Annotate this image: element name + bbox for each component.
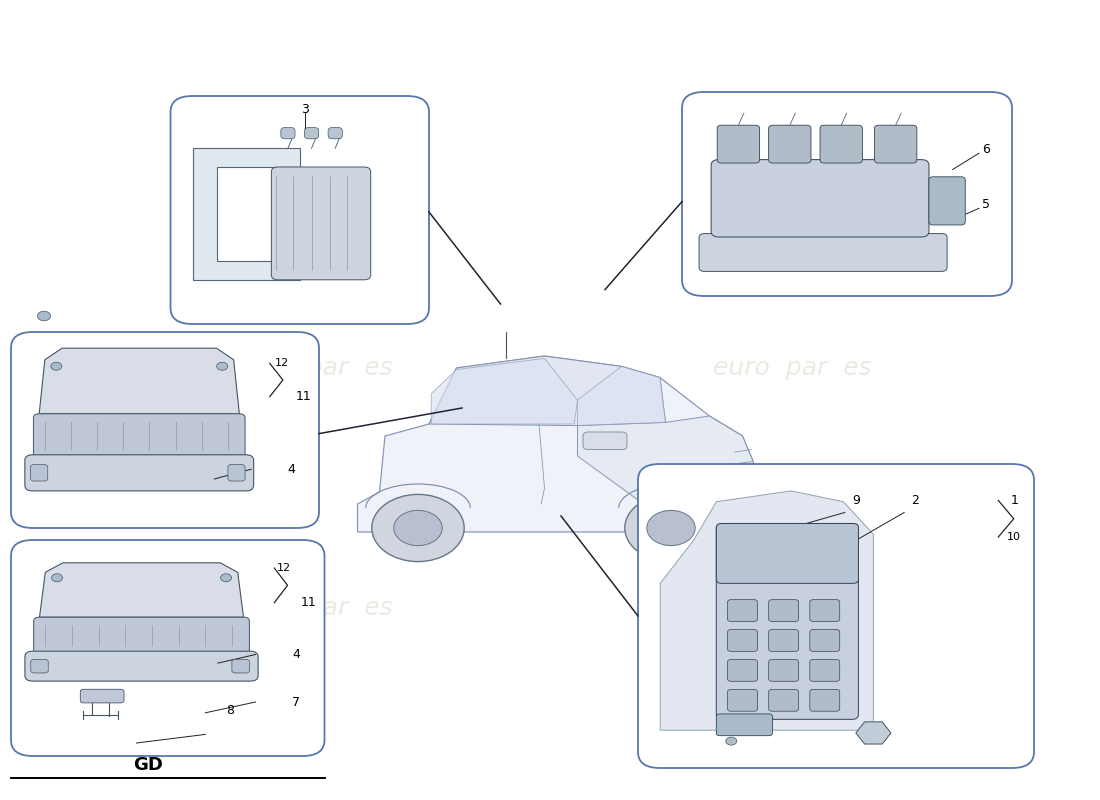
FancyBboxPatch shape xyxy=(716,523,858,583)
FancyBboxPatch shape xyxy=(700,234,947,271)
Text: 12: 12 xyxy=(277,563,290,573)
FancyBboxPatch shape xyxy=(769,630,799,651)
FancyBboxPatch shape xyxy=(682,92,1012,296)
Text: euro  par  es: euro par es xyxy=(713,596,871,620)
FancyBboxPatch shape xyxy=(80,690,124,703)
FancyBboxPatch shape xyxy=(31,659,48,673)
FancyBboxPatch shape xyxy=(717,125,759,163)
Polygon shape xyxy=(429,356,666,426)
FancyBboxPatch shape xyxy=(34,618,250,654)
FancyBboxPatch shape xyxy=(232,659,250,673)
Text: 12: 12 xyxy=(275,358,289,368)
Circle shape xyxy=(625,494,717,562)
Text: 5: 5 xyxy=(981,198,990,210)
FancyBboxPatch shape xyxy=(727,600,758,622)
FancyBboxPatch shape xyxy=(33,414,245,458)
FancyBboxPatch shape xyxy=(272,167,371,280)
FancyBboxPatch shape xyxy=(638,464,1034,768)
Text: 8: 8 xyxy=(227,704,234,717)
FancyBboxPatch shape xyxy=(170,96,429,324)
Text: GD: GD xyxy=(133,755,164,774)
Circle shape xyxy=(37,311,51,321)
Text: 4: 4 xyxy=(287,462,295,476)
Text: euro  par  es: euro par es xyxy=(234,356,393,380)
FancyBboxPatch shape xyxy=(11,540,324,756)
Circle shape xyxy=(52,574,63,582)
Text: euro  par  es: euro par es xyxy=(234,596,393,620)
FancyBboxPatch shape xyxy=(820,125,862,163)
Text: 10: 10 xyxy=(1008,532,1021,542)
Circle shape xyxy=(51,362,62,370)
Text: 4: 4 xyxy=(293,648,300,661)
Text: 3: 3 xyxy=(301,103,309,116)
FancyBboxPatch shape xyxy=(769,659,799,682)
Polygon shape xyxy=(194,148,299,280)
Text: 1: 1 xyxy=(1010,494,1019,507)
FancyBboxPatch shape xyxy=(769,125,811,163)
Polygon shape xyxy=(578,416,754,508)
FancyBboxPatch shape xyxy=(228,465,245,481)
FancyBboxPatch shape xyxy=(874,125,916,163)
Polygon shape xyxy=(40,563,243,618)
FancyBboxPatch shape xyxy=(810,600,839,622)
Text: 9: 9 xyxy=(851,494,860,507)
Polygon shape xyxy=(660,491,873,730)
Text: 2: 2 xyxy=(911,494,920,507)
Polygon shape xyxy=(431,358,578,424)
FancyBboxPatch shape xyxy=(810,630,839,651)
FancyBboxPatch shape xyxy=(280,127,295,138)
Polygon shape xyxy=(578,366,666,426)
FancyBboxPatch shape xyxy=(31,465,47,481)
FancyBboxPatch shape xyxy=(25,454,254,491)
Text: 11: 11 xyxy=(296,390,311,403)
FancyBboxPatch shape xyxy=(727,690,758,711)
Text: euro  par  es: euro par es xyxy=(713,356,871,380)
Circle shape xyxy=(726,737,737,745)
Circle shape xyxy=(217,362,228,370)
FancyBboxPatch shape xyxy=(716,523,858,719)
Polygon shape xyxy=(40,348,240,414)
FancyBboxPatch shape xyxy=(769,600,799,622)
Text: 6: 6 xyxy=(981,142,990,156)
Circle shape xyxy=(394,510,442,546)
FancyBboxPatch shape xyxy=(810,690,839,711)
FancyBboxPatch shape xyxy=(11,332,319,528)
Circle shape xyxy=(372,494,464,562)
FancyBboxPatch shape xyxy=(305,127,319,138)
FancyBboxPatch shape xyxy=(711,160,928,237)
Polygon shape xyxy=(358,356,754,532)
FancyBboxPatch shape xyxy=(716,714,772,736)
FancyBboxPatch shape xyxy=(25,651,258,681)
Circle shape xyxy=(220,574,231,582)
FancyBboxPatch shape xyxy=(727,659,758,682)
Text: 11: 11 xyxy=(301,596,317,609)
FancyBboxPatch shape xyxy=(928,177,966,225)
Circle shape xyxy=(647,510,695,546)
FancyBboxPatch shape xyxy=(727,630,758,651)
FancyBboxPatch shape xyxy=(328,127,342,138)
FancyBboxPatch shape xyxy=(583,432,627,450)
FancyBboxPatch shape xyxy=(769,690,799,711)
Text: 7: 7 xyxy=(293,695,300,709)
FancyBboxPatch shape xyxy=(810,659,839,682)
